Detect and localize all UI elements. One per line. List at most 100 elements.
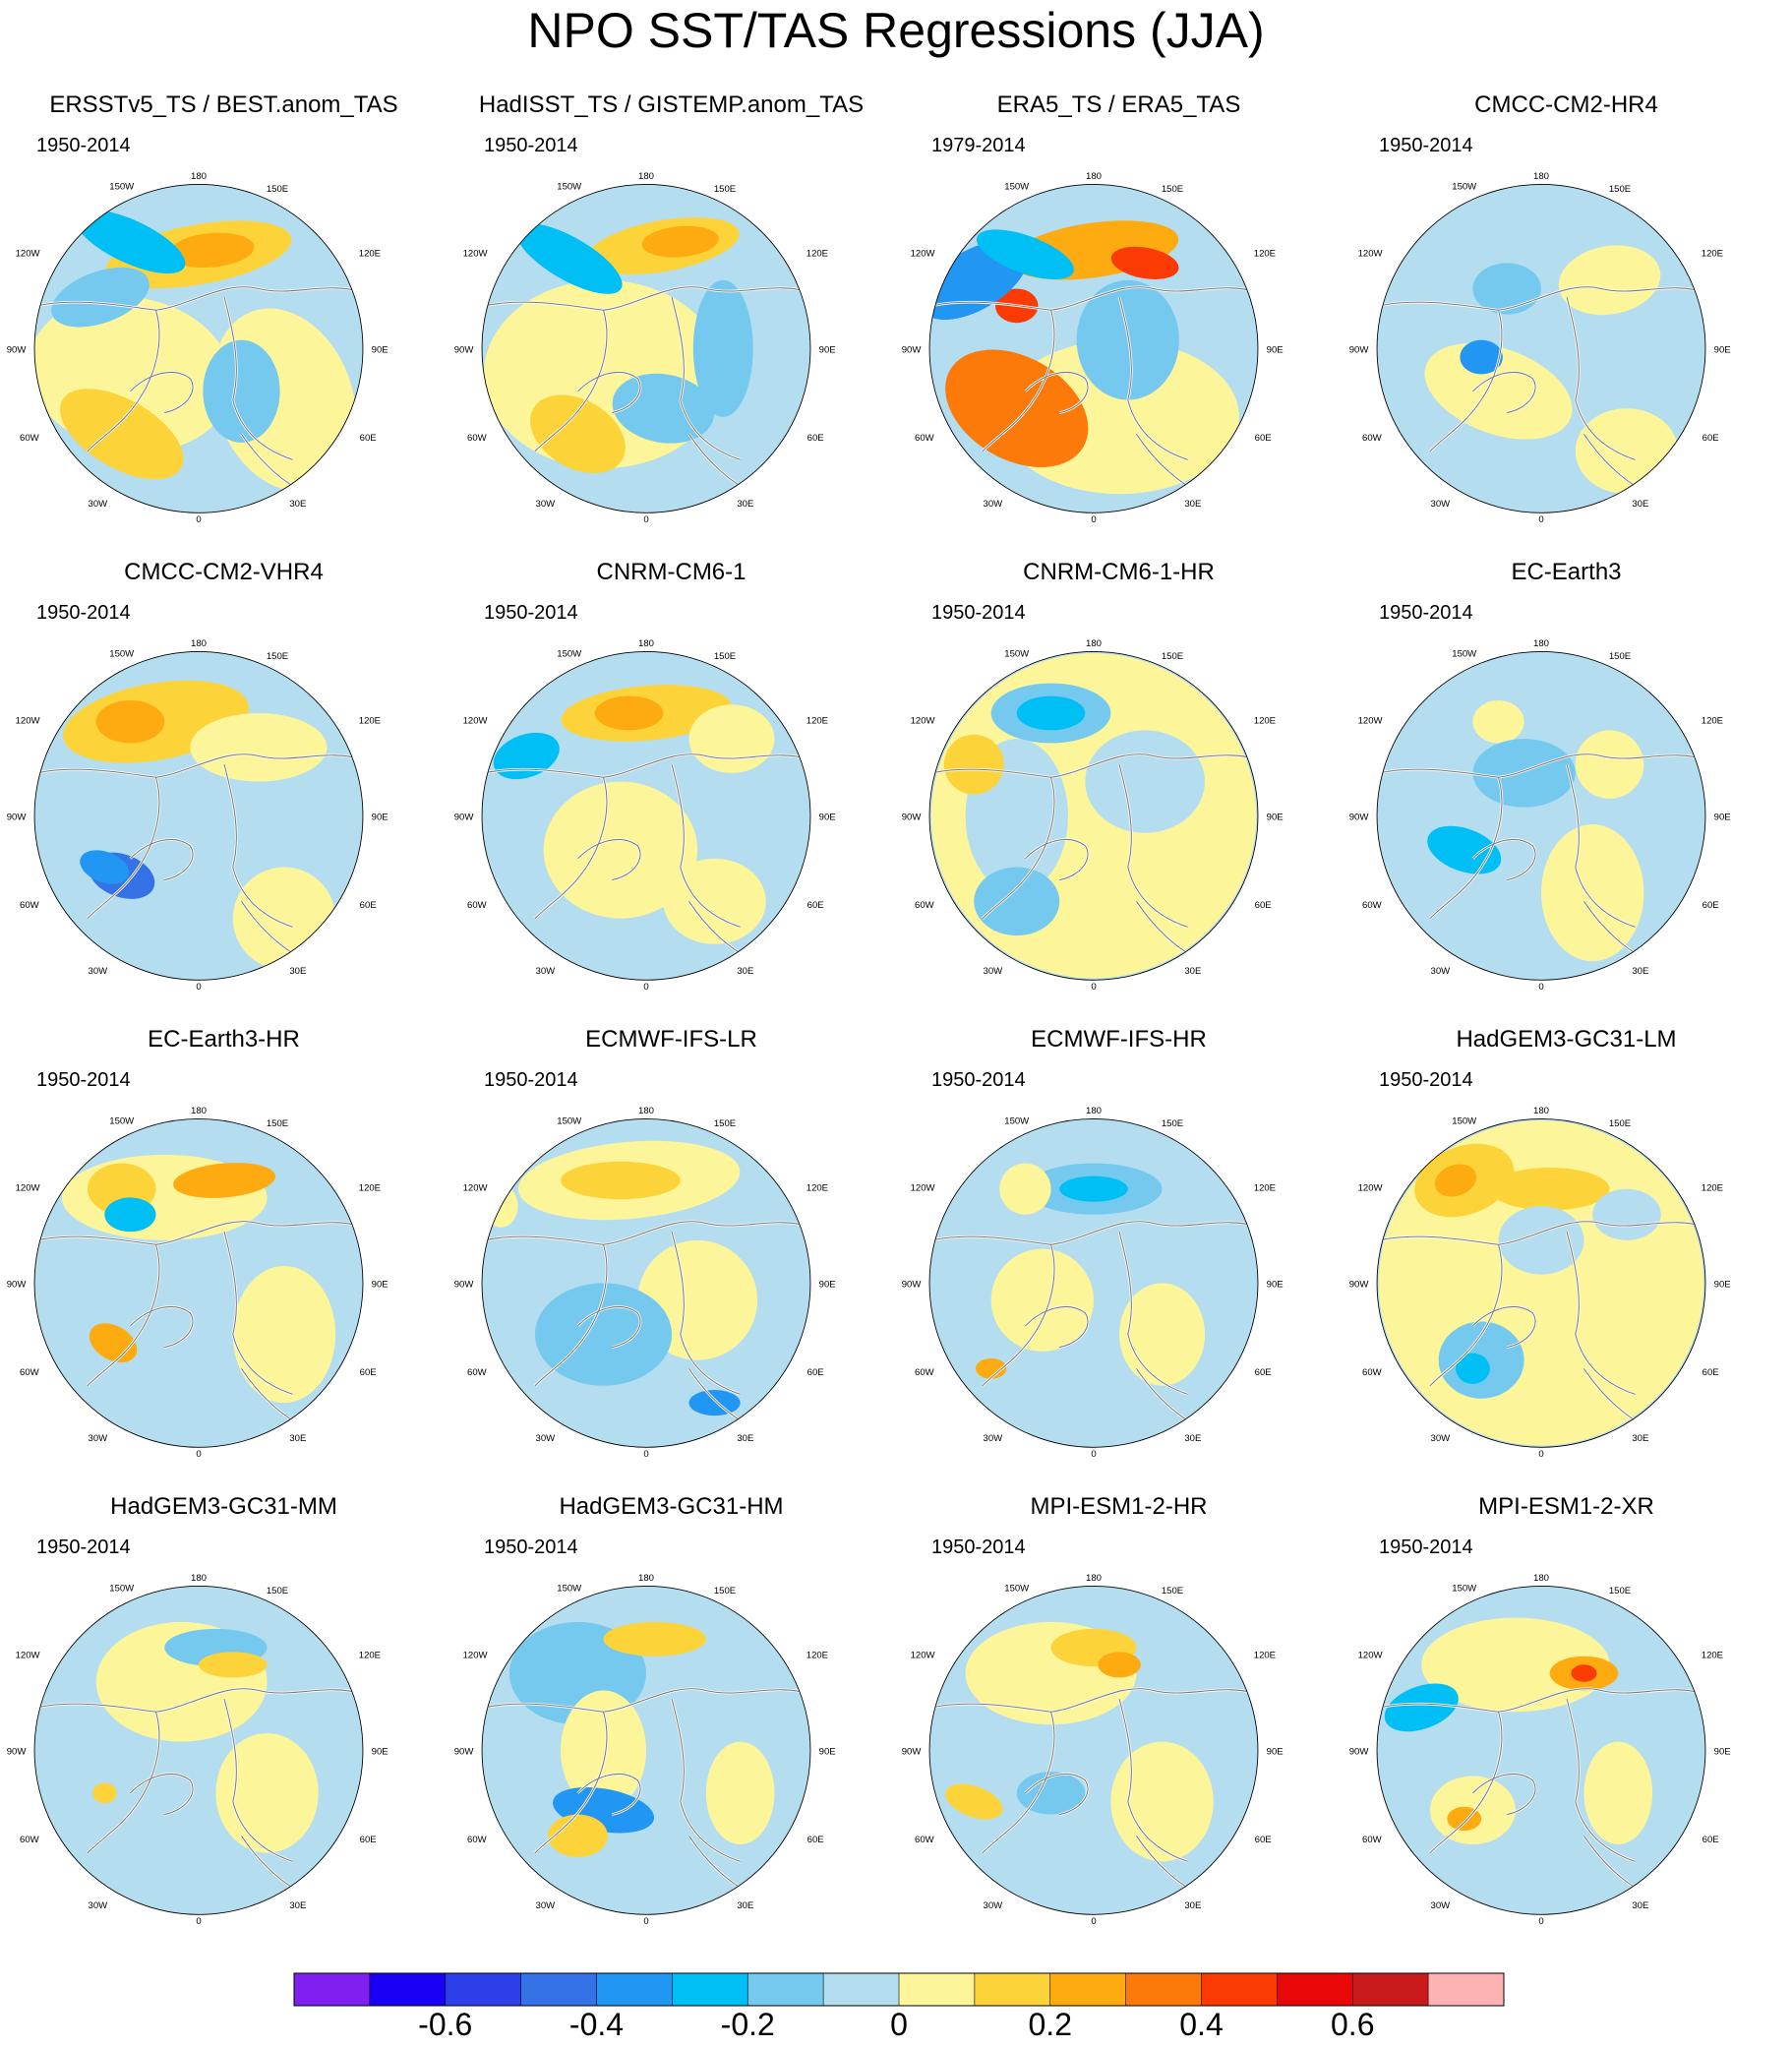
map-panel: HadGEM3-GC31-MM 1950-2014 180 150W 150E 120… — [0, 1402, 448, 1927]
colorbar-swatch — [1428, 1973, 1504, 2006]
map-border — [928, 1117, 1259, 1448]
longitude-label: 150E — [1609, 1118, 1631, 1129]
longitude-label: 60W — [915, 433, 934, 444]
longitude-label: 30W — [536, 499, 556, 510]
longitude-label: 0 — [1091, 1449, 1096, 1460]
longitude-label: 90E — [1267, 345, 1284, 356]
polar-map-svg: 180 150W 150E 120W 120E 90W 90E 60W 60E 30W 30E 0 — [902, 1106, 1284, 1460]
longitude-label: 90W — [454, 1747, 474, 1758]
longitude-label: 90E — [1714, 813, 1731, 823]
longitude-label: 180 — [191, 1106, 207, 1116]
figure-title: NPO SST/TAS Regressions (JJA) — [527, 3, 1265, 58]
map-border — [33, 1117, 364, 1448]
polar-map-svg: 180 150W 150E 120W 120E 90W 90E 60W 60E 30W 30E 0 — [454, 1106, 836, 1460]
longitude-label: 30W — [536, 966, 556, 977]
longitude-label: 30W — [536, 1900, 556, 1911]
longitude-label: 120E — [806, 248, 828, 259]
colorbar-tick-label: -0.4 — [568, 2007, 625, 2042]
longitude-label: 120W — [463, 248, 488, 259]
longitude-label: 150W — [1452, 182, 1476, 193]
longitude-label: 150E — [267, 651, 288, 662]
panel-title: CMCC-CM2-VHR4 — [124, 559, 324, 585]
longitude-label: 60E — [807, 1367, 824, 1378]
colorbar-tick-label: 0 — [890, 2007, 908, 2042]
polar-map-svg: 180 150W 150E 120W 120E 90W 90E 60W 60E 30W 30E 0 — [1349, 1573, 1731, 1927]
longitude-label: 90W — [454, 1280, 474, 1291]
longitude-label: 120W — [911, 1650, 935, 1660]
longitude-label: 120W — [463, 1182, 488, 1193]
longitude-label: 90W — [7, 1280, 27, 1291]
colorbar-tick-label: -0.6 — [418, 2007, 473, 2042]
longitude-label: 120E — [1702, 248, 1723, 259]
anomaly-region — [1583, 1741, 1653, 1844]
longitude-label: 30W — [89, 1900, 108, 1911]
colorbar-tick-label: 0.2 — [1028, 2007, 1072, 2042]
panel-period: 1950-2014 — [1379, 1536, 1473, 1558]
coastline — [930, 1688, 1258, 1897]
longitude-label: 120E — [1702, 1650, 1723, 1660]
colorbar-swatch — [672, 1973, 748, 2006]
longitude-label: 90E — [819, 345, 836, 356]
longitude-label: 90E — [1267, 1747, 1284, 1758]
coastline — [483, 1221, 810, 1429]
polar-map-svg: 180 150W 150E 120W 120E 90W 90E 60W 60E 30W 30E 0 — [7, 171, 388, 525]
longitude-label: 150W — [109, 649, 134, 660]
longitude-label: 60W — [1362, 900, 1382, 911]
anomaly-region — [1571, 1664, 1597, 1682]
longitude-label: 0 — [643, 982, 648, 993]
anomaly-region — [561, 1690, 646, 1811]
polar-map-svg: 180 150W 150E 120W 120E 90W 90E 60W 60E 30W 30E 0 — [902, 638, 1284, 993]
colorbar-swatch — [369, 1973, 446, 2006]
longitude-label: 90E — [1714, 1747, 1731, 1758]
anomaly-region — [515, 223, 623, 294]
panel-period: 1950-2014 — [931, 602, 1026, 624]
anomaly-region — [561, 1161, 681, 1200]
longitude-label: 150W — [1004, 1116, 1029, 1127]
panel-title: ECMWF-IFS-LR — [585, 1026, 757, 1053]
coastline — [35, 286, 363, 495]
polar-map-svg: 180 150W 150E 120W 120E 90W 90E 60W 60E 30W 30E 0 — [902, 171, 1284, 525]
longitude-label: 90E — [372, 1747, 388, 1758]
longitude-label: 30E — [1184, 1433, 1201, 1444]
longitude-label: 0 — [1091, 982, 1096, 993]
longitude-label: 60W — [20, 1835, 39, 1845]
longitude-label: 60E — [807, 1835, 824, 1845]
panel-period: 1950-2014 — [36, 135, 131, 156]
longitude-label: 30W — [1431, 1900, 1451, 1911]
anomaly-region — [1541, 824, 1644, 962]
longitude-label: 120W — [16, 715, 40, 726]
anomaly-region — [1575, 730, 1644, 799]
longitude-label: 150W — [557, 182, 581, 193]
longitude-label: 0 — [196, 982, 201, 993]
longitude-label: 90W — [454, 345, 474, 356]
panel-title: CMCC-CM2-HR4 — [1474, 91, 1658, 118]
map-border — [1376, 650, 1706, 981]
anomaly-region — [1016, 695, 1086, 731]
map-border — [1376, 1585, 1706, 1915]
longitude-label: 60E — [360, 900, 377, 911]
anomaly-region — [1110, 1741, 1214, 1862]
panel-period: 1950-2014 — [484, 1069, 578, 1091]
longitude-label: 180 — [1086, 1573, 1102, 1584]
longitude-label: 60E — [1702, 900, 1719, 911]
map-panel: MPI-ESM1-2-HR 1950-2014 180 150W 150E 120W 1… — [895, 1402, 1343, 1927]
colorbar-tick-label: 0.6 — [1331, 2007, 1375, 2042]
longitude-label: 90E — [1714, 1280, 1731, 1291]
longitude-label: 60W — [915, 900, 934, 911]
longitude-label: 0 — [643, 1916, 648, 1927]
map-border — [928, 183, 1259, 513]
longitude-label: 90W — [7, 813, 27, 823]
anomaly-region — [1472, 739, 1576, 808]
map-border — [33, 183, 364, 513]
anomaly-region — [1098, 1652, 1141, 1678]
longitude-label: 120E — [359, 248, 381, 259]
map-border — [481, 1117, 811, 1448]
colorbar-swatch — [899, 1973, 975, 2006]
longitude-label: 30E — [1632, 966, 1648, 977]
anomaly-region — [1472, 263, 1541, 315]
coastline — [483, 1688, 810, 1897]
panel-title: ECMWF-IFS-HR — [1031, 1026, 1207, 1053]
anomaly-region — [1378, 653, 1704, 979]
map-border — [33, 1585, 364, 1915]
longitude-label: 30E — [1184, 1900, 1201, 1911]
